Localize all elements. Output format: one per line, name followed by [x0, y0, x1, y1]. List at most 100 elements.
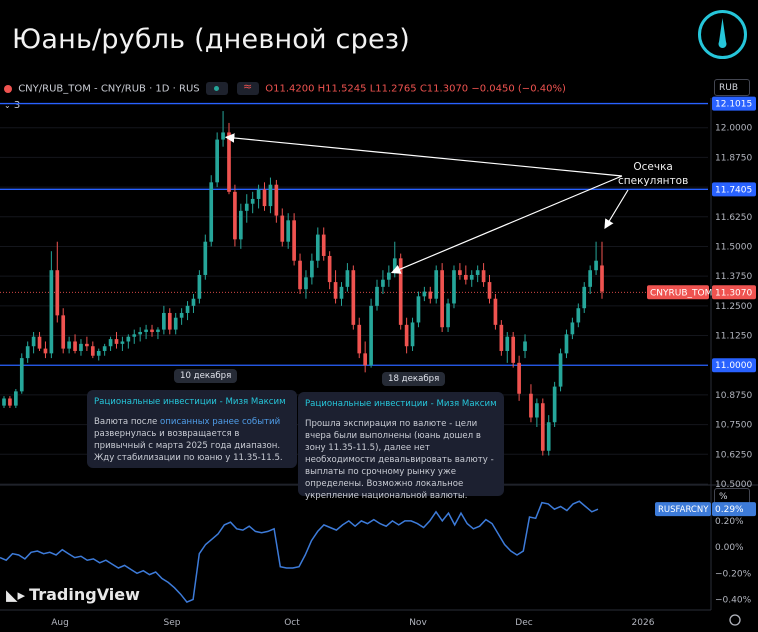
candle[interactable] [540, 398, 545, 456]
candle[interactable] [452, 265, 456, 309]
candle[interactable] [150, 324, 154, 337]
candle[interactable] [304, 270, 308, 299]
candle[interactable] [73, 334, 77, 354]
candle[interactable] [576, 303, 581, 328]
candle[interactable] [505, 331, 510, 363]
candle[interactable] [61, 308, 66, 354]
candle[interactable] [434, 265, 439, 304]
candle[interactable] [422, 286, 427, 302]
currency-button[interactable]: RUB [714, 79, 750, 96]
candle[interactable] [588, 265, 592, 294]
candle[interactable] [85, 336, 89, 351]
market-status-icon[interactable] [205, 82, 228, 95]
candle[interactable] [564, 329, 569, 359]
candle[interactable] [582, 282, 587, 313]
candle[interactable] [274, 179, 279, 223]
candle[interactable] [327, 251, 332, 290]
gear-icon[interactable] [729, 614, 741, 626]
candle[interactable] [286, 213, 291, 249]
candle[interactable] [43, 341, 48, 359]
candle[interactable] [233, 184, 237, 247]
candle[interactable] [96, 348, 101, 361]
candle[interactable] [244, 194, 249, 223]
candle[interactable] [594, 241, 598, 275]
candle[interactable] [321, 227, 326, 261]
candle[interactable] [458, 263, 462, 280]
candle[interactable] [31, 331, 36, 354]
candle[interactable] [14, 388, 18, 408]
candle[interactable] [209, 175, 214, 247]
legend-symbol[interactable]: CNY/RUB_TOM - CNY/RUB · 1D · RUS [18, 83, 200, 95]
candle[interactable] [173, 312, 178, 335]
candle[interactable] [381, 270, 385, 294]
candle[interactable] [19, 353, 24, 394]
trade-button[interactable]: ≈ [237, 80, 260, 95]
candle[interactable] [463, 265, 468, 285]
candle[interactable] [416, 291, 421, 328]
candle[interactable] [558, 348, 563, 392]
candle[interactable] [49, 251, 54, 359]
candle[interactable] [511, 331, 516, 368]
candle[interactable] [102, 343, 107, 356]
candle[interactable] [114, 331, 119, 349]
candle[interactable] [298, 253, 302, 294]
candle[interactable] [535, 398, 539, 427]
candle[interactable] [351, 265, 356, 330]
candle[interactable] [227, 122, 231, 195]
candle[interactable] [156, 327, 160, 340]
candle[interactable] [185, 301, 190, 321]
candle[interactable] [517, 355, 521, 401]
candle[interactable] [570, 317, 575, 340]
candle[interactable] [333, 270, 338, 304]
candle[interactable] [238, 203, 243, 249]
indicators-toggle[interactable]: ⌄ 3 [4, 100, 20, 111]
candle[interactable] [90, 341, 95, 359]
candle[interactable] [221, 111, 225, 147]
candle[interactable] [37, 331, 42, 351]
candle[interactable] [428, 286, 433, 304]
candle[interactable] [120, 336, 125, 351]
candle[interactable] [387, 265, 391, 287]
candle[interactable] [487, 274, 492, 304]
candle[interactable] [529, 384, 533, 423]
candle[interactable] [345, 263, 350, 292]
candle[interactable] [138, 327, 143, 342]
candle[interactable] [552, 381, 557, 427]
candle[interactable] [250, 191, 255, 214]
candle[interactable] [25, 341, 30, 363]
candle[interactable] [310, 253, 314, 285]
candle[interactable] [493, 293, 498, 330]
candle[interactable] [203, 234, 208, 280]
candle[interactable] [469, 270, 474, 287]
candle[interactable] [398, 253, 403, 330]
note-1-link[interactable]: описанных ранее событий [160, 417, 281, 427]
candle[interactable] [2, 396, 6, 408]
candle[interactable] [55, 241, 60, 323]
candle[interactable] [481, 263, 486, 287]
candle[interactable] [475, 265, 480, 283]
candle[interactable] [167, 308, 172, 335]
candle[interactable] [132, 329, 137, 344]
candle[interactable] [357, 317, 362, 359]
candle[interactable] [292, 213, 296, 266]
candle[interactable] [268, 177, 273, 214]
candle[interactable] [262, 182, 267, 211]
candle[interactable] [162, 305, 166, 335]
candle[interactable] [404, 317, 409, 354]
candle[interactable] [363, 341, 368, 373]
candle[interactable] [179, 308, 184, 325]
candle[interactable] [280, 208, 285, 247]
candle[interactable] [546, 415, 551, 456]
tradingview-logo[interactable]: ◣▸ TradingView [6, 585, 140, 604]
candle[interactable] [499, 320, 504, 356]
candle[interactable] [446, 298, 450, 332]
candle[interactable] [523, 334, 527, 359]
indicator-line[interactable] [0, 500, 599, 604]
candle[interactable] [126, 334, 131, 349]
candle[interactable] [369, 298, 373, 368]
candle[interactable] [256, 184, 261, 209]
candle[interactable] [410, 317, 415, 351]
candle[interactable] [215, 132, 219, 188]
candle[interactable] [339, 282, 344, 306]
